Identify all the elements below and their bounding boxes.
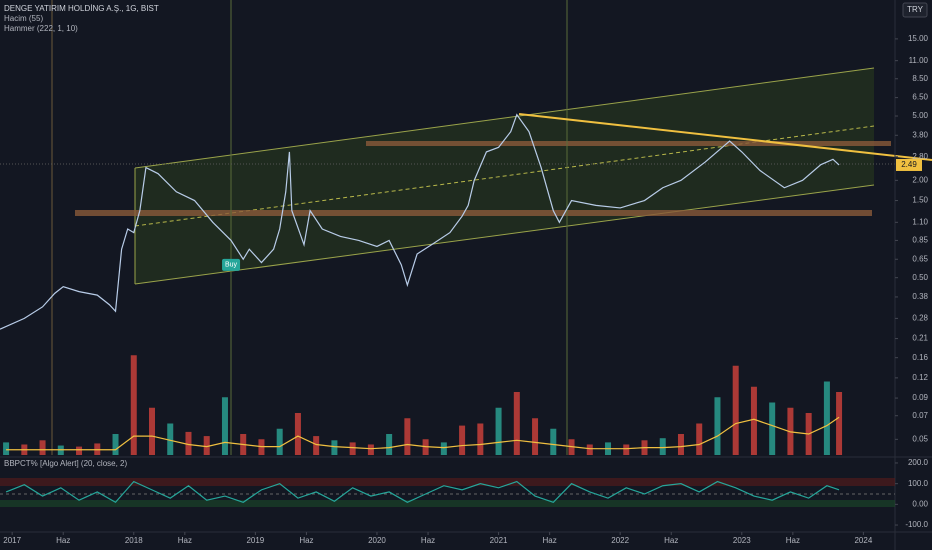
volume-bar <box>294 413 301 455</box>
volume-bar <box>696 423 703 455</box>
x-tick-label: Haz <box>421 536 435 545</box>
y-tick-label: 8.50 <box>912 74 928 83</box>
series-line <box>6 416 840 451</box>
y-tick-label: 15.00 <box>908 34 929 43</box>
volume-bar <box>623 444 630 455</box>
volume-label: Hacim (55) <box>4 14 43 23</box>
y-tick-label: 0.07 <box>912 411 928 420</box>
y-tick-label: 2.80 <box>912 152 928 161</box>
volume-bar <box>276 428 283 455</box>
last-price: 2.49 <box>901 160 917 169</box>
x-tick-label: 2022 <box>611 536 629 545</box>
volume-bar <box>823 381 830 455</box>
symbol-title: DENGE YATIRIM HOLDİNG A.Ş., 1G, BIST <box>4 4 159 13</box>
volume-bar <box>714 397 721 455</box>
x-tick-label: 2021 <box>490 536 508 545</box>
y-tick-label: 200.0 <box>908 458 929 467</box>
y-tick-label: 0.65 <box>912 254 928 263</box>
buy-badge <box>222 258 241 271</box>
y-tick-label: 0.05 <box>912 434 928 443</box>
volume-bar <box>203 436 210 455</box>
x-tick-label: Haz <box>299 536 313 545</box>
osc-band-low <box>0 500 895 507</box>
y-tick-label: 5.00 <box>912 111 928 120</box>
y-tick-label: 1.10 <box>912 217 928 226</box>
x-tick-label: 2020 <box>368 536 386 545</box>
volume-bar <box>550 428 557 455</box>
series-line <box>0 113 840 330</box>
channel-bottom <box>134 184 875 285</box>
last-price-box <box>896 158 922 171</box>
volume-bar <box>185 431 192 455</box>
x-tick-label: Haz <box>543 536 557 545</box>
volume-bar <box>440 442 447 455</box>
volume-bar <box>331 440 338 455</box>
volume-bar <box>586 444 593 455</box>
volume-bar <box>495 407 502 455</box>
volume-bar <box>76 446 83 455</box>
x-tick-label: Haz <box>664 536 678 545</box>
zone <box>75 210 872 216</box>
y-tick-label: 11.00 <box>909 56 929 65</box>
volume-bar <box>313 436 320 455</box>
x-tick-label: Haz <box>178 536 192 545</box>
y-tick-label: 3.80 <box>912 130 928 139</box>
currency-button[interactable] <box>902 2 928 18</box>
volume-bar <box>130 355 137 455</box>
buy-label: Buy <box>225 262 238 269</box>
y-tick-label: -100.0 <box>905 520 928 529</box>
volume-bar <box>659 438 666 455</box>
y-tick-label: 0.38 <box>912 292 928 301</box>
volume-bar <box>459 425 466 455</box>
y-tick-label: 0.28 <box>912 313 928 322</box>
volume-bar <box>167 423 174 455</box>
volume-bar <box>149 407 156 455</box>
x-tick-label: 2018 <box>125 536 143 545</box>
volume-bar <box>404 418 411 455</box>
y-tick-label: 6.50 <box>912 93 928 102</box>
currency[interactable]: TRY <box>907 5 924 14</box>
volume-bar <box>39 440 46 455</box>
y-tick-label: 2.00 <box>912 175 928 184</box>
x-tick-label: Haz <box>56 536 70 545</box>
y-tick-label: 0.09 <box>912 393 928 402</box>
y-tick-label: 0.00 <box>912 499 928 508</box>
zone <box>366 141 891 146</box>
volume-bar <box>750 386 757 455</box>
y-tick-label: 100.0 <box>908 479 929 488</box>
volume-bar <box>221 397 228 455</box>
volume-bar <box>532 418 539 455</box>
volume-bar <box>367 444 374 455</box>
osc-band-high <box>0 478 895 486</box>
channel-mid <box>134 125 875 227</box>
channel-top <box>134 67 875 169</box>
volume-bar <box>349 442 356 455</box>
volume-bar <box>477 423 484 455</box>
series-line <box>5 480 840 504</box>
x-tick-label: 2017 <box>3 536 21 545</box>
volume-bar <box>769 402 776 455</box>
y-tick-label: 0.12 <box>912 373 928 382</box>
volume-bar <box>3 442 10 455</box>
volume-bar <box>836 392 843 455</box>
oscillator-label: BBPCT% [Algo Alert] (20, close, 2) <box>4 459 127 468</box>
y-tick-label: 1.50 <box>912 196 928 205</box>
trend-line <box>518 113 932 161</box>
hammer-label: Hammer (222, 1, 10) <box>4 24 78 33</box>
volume-bar <box>513 392 520 455</box>
x-tick-label: 2023 <box>733 536 751 545</box>
volume-bar <box>677 434 684 455</box>
y-tick-label: 0.21 <box>912 334 928 343</box>
y-tick-label: 0.85 <box>912 236 928 245</box>
volume-bar <box>732 365 739 455</box>
x-tick-label: 2024 <box>854 536 872 545</box>
x-tick-label: 2019 <box>246 536 264 545</box>
volume-bar <box>112 434 119 455</box>
y-tick-label: 0.16 <box>912 353 928 362</box>
volume-bar <box>386 434 393 455</box>
x-tick-label: Haz <box>786 536 800 545</box>
y-tick-label: 0.50 <box>912 273 928 282</box>
